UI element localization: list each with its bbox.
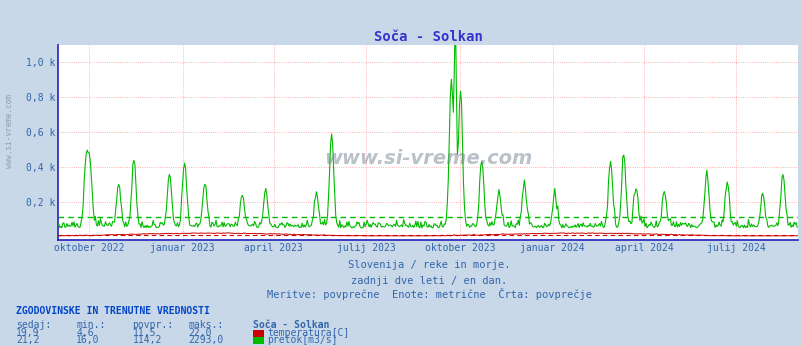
- Text: www.si-vreme.com: www.si-vreme.com: [5, 94, 14, 169]
- Text: pretok[m3/s]: pretok[m3/s]: [267, 335, 338, 345]
- Text: povpr.:: povpr.:: [132, 320, 173, 330]
- Text: 11,5: 11,5: [132, 328, 156, 338]
- Text: 114,2: 114,2: [132, 335, 162, 345]
- Text: 21,2: 21,2: [16, 335, 39, 345]
- Text: zadnji dve leti / en dan.: zadnji dve leti / en dan.: [351, 276, 507, 286]
- Text: min.:: min.:: [76, 320, 106, 330]
- Text: sedaj:: sedaj:: [16, 320, 51, 330]
- Text: Meritve: povprečne  Enote: metrične  Črta: povprečje: Meritve: povprečne Enote: metrične Črta:…: [267, 288, 591, 300]
- Text: 4,6: 4,6: [76, 328, 94, 338]
- Text: temperatura[C]: temperatura[C]: [267, 328, 349, 338]
- Text: maks.:: maks.:: [188, 320, 224, 330]
- Text: Soča - Solkan: Soča - Solkan: [253, 320, 329, 330]
- Text: ZGODOVINSKE IN TRENUTNE VREDNOSTI: ZGODOVINSKE IN TRENUTNE VREDNOSTI: [16, 306, 209, 316]
- Text: 16,0: 16,0: [76, 335, 99, 345]
- Text: 22,0: 22,0: [188, 328, 212, 338]
- Text: 2293,0: 2293,0: [188, 335, 224, 345]
- Text: Slovenija / reke in morje.: Slovenija / reke in morje.: [348, 260, 510, 270]
- Text: 19,9: 19,9: [16, 328, 39, 338]
- Text: www.si-vreme.com: www.si-vreme.com: [323, 149, 532, 168]
- Title: Soča - Solkan: Soča - Solkan: [373, 30, 482, 44]
